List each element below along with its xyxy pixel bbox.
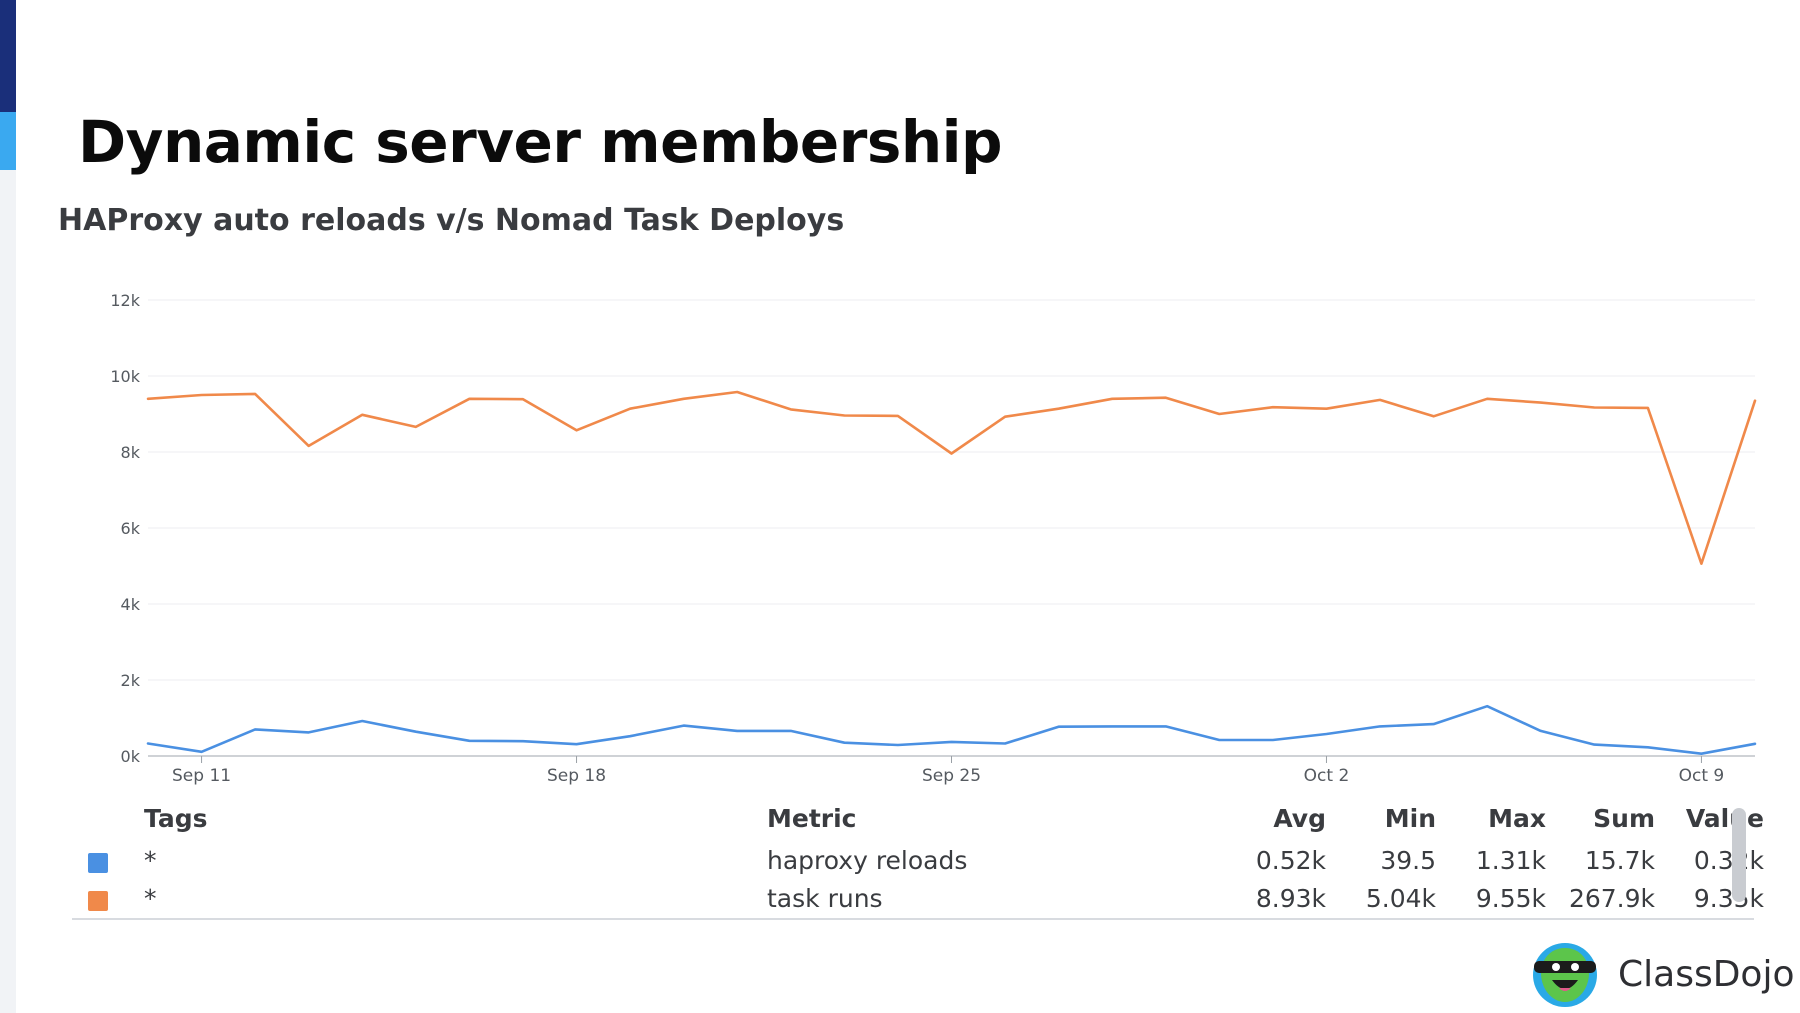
x-tick-label: Sep 11	[172, 766, 231, 786]
accent-bar-light	[0, 112, 16, 170]
x-tick-label: Oct 2	[1304, 766, 1350, 786]
classdojo-monster-icon	[1533, 943, 1597, 1007]
legend-header-sum: Sum	[1593, 804, 1655, 833]
y-tick-label: 2k	[121, 671, 141, 690]
chart-title: HAProxy auto reloads v/s Nomad Task Depl…	[58, 203, 845, 238]
y-tick-label: 8k	[121, 443, 141, 462]
y-axis: 0k 2k 4k 6k 8k 10k 12k	[110, 291, 140, 766]
legend-tag: *	[144, 884, 157, 913]
series-line-task-runs	[146, 390, 1757, 566]
legend-header-tags: Tags	[144, 804, 208, 833]
series-line-haproxy-reloads	[146, 704, 1757, 756]
legend-avg: 8.93k	[1255, 884, 1326, 913]
legend-avg: 0.52k	[1255, 846, 1326, 875]
legend-max: 9.55k	[1475, 884, 1546, 913]
y-tick-label: 10k	[110, 367, 140, 386]
legend-scrollbar[interactable]	[1732, 808, 1746, 902]
legend-sum: 267.9k	[1568, 884, 1655, 913]
accent-bar-dark	[0, 0, 16, 112]
legend-header-min: Min	[1384, 804, 1436, 833]
legend-metric: haproxy reloads	[767, 846, 968, 875]
chart-gridlines	[148, 299, 1755, 757]
chart-series	[146, 390, 1757, 756]
brand-logo: ClassDojo	[1532, 942, 1794, 1012]
legend-header-metric: Metric	[767, 804, 857, 833]
y-tick-label: 0k	[121, 747, 141, 766]
y-tick-label: 4k	[121, 595, 141, 614]
line-chart: 0k 2k 4k 6k 8k 10k 12k Sep 11 Sep 18 Sep 25 Oct 2…	[110, 291, 1757, 786]
legend-sum: 15.7k	[1584, 846, 1655, 875]
legend-swatch-task[interactable]	[88, 891, 108, 911]
legend-max: 1.31k	[1475, 846, 1546, 875]
legend-header-max: Max	[1488, 804, 1546, 833]
x-axis: Sep 11 Sep 18 Sep 25 Oct 2 Oct 9	[172, 756, 1724, 786]
y-tick-label: 6k	[121, 519, 141, 538]
legend-metric: task runs	[767, 884, 883, 913]
x-tick-label: Sep 18	[547, 766, 606, 786]
x-tick-label: Oct 9	[1679, 766, 1725, 786]
legend-min: 5.04k	[1365, 884, 1436, 913]
slide-title: Dynamic server membership	[78, 108, 1003, 176]
legend-row-task-runs[interactable]: * task runs 8.93k 5.04k 9.55k 267.9k 9.3…	[72, 880, 1764, 918]
legend-value: 9.35k	[1693, 884, 1764, 913]
x-tick-label: Sep 25	[922, 766, 981, 786]
legend-header-value: Value	[1685, 804, 1764, 833]
legend-tag: *	[144, 846, 157, 875]
y-tick-label: 12k	[110, 291, 140, 310]
legend-table: Tags Metric Avg Min Max Sum Value * hapr…	[72, 800, 1764, 920]
accent-bar-rest	[0, 170, 16, 1013]
legend-row-haproxy-reloads[interactable]: * haproxy reloads 0.52k 39.5 1.31k 15.7k…	[72, 842, 1764, 880]
legend-swatch-haproxy[interactable]	[88, 853, 108, 873]
legend-value: 0.32k	[1693, 846, 1764, 875]
legend-header-avg: Avg	[1273, 804, 1326, 833]
legend-header-row: Tags Metric Avg Min Max Sum Value	[72, 800, 1764, 838]
legend-min: 39.5	[1380, 846, 1436, 875]
brand-name: ClassDojo	[1618, 954, 1795, 995]
